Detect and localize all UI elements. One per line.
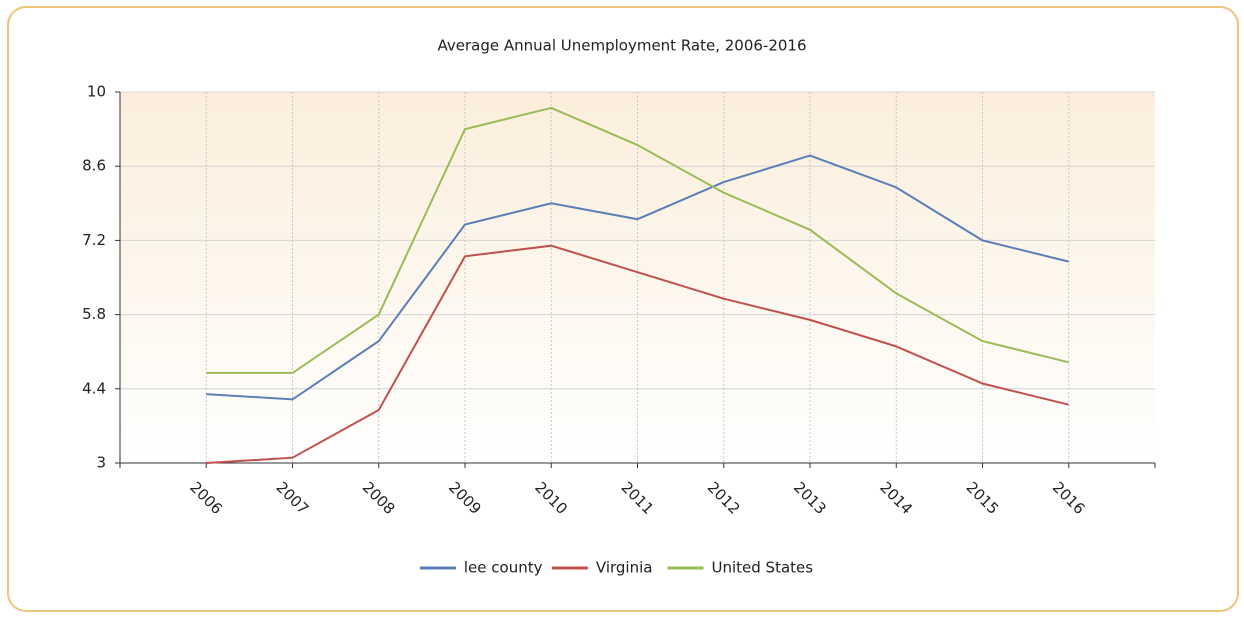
y-tick-label: 4.4 <box>82 379 106 397</box>
chart-title: Average Annual Unemployment Rate, 2006-2… <box>437 37 806 55</box>
legend-label: lee county <box>464 559 543 577</box>
y-tick-label: 7.2 <box>82 231 106 249</box>
y-tick-label: 3 <box>96 454 106 472</box>
series-line <box>206 106 1069 374</box>
legend-label: Virginia <box>596 559 653 577</box>
series-line <box>206 154 1069 401</box>
y-tick-label: 10 <box>87 83 106 101</box>
y-tick-label: 8.6 <box>82 157 106 175</box>
legend-label: United States <box>712 559 814 577</box>
series-line <box>206 244 1069 464</box>
y-tick-label: 5.8 <box>82 305 106 323</box>
